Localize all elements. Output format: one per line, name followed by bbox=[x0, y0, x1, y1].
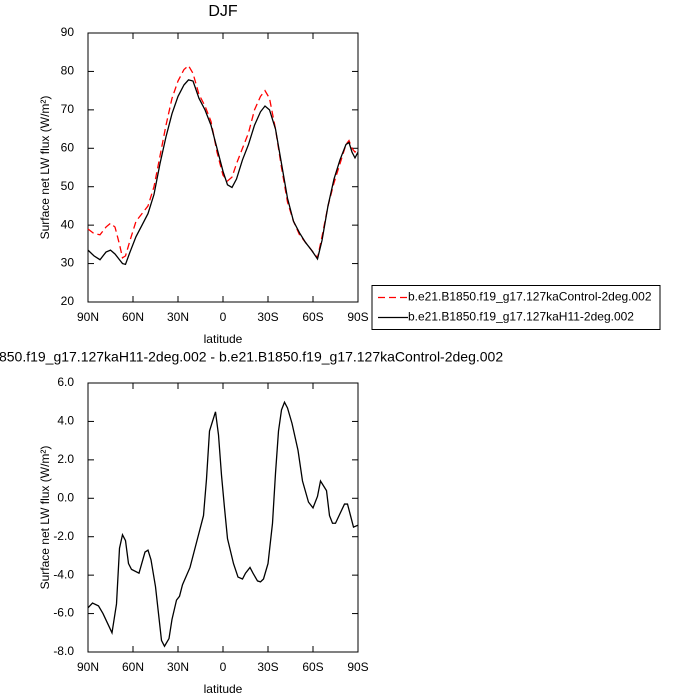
x-tick-label: 0 bbox=[220, 310, 227, 324]
x-axis-label: latitude bbox=[204, 332, 243, 346]
y-tick-label: 80 bbox=[61, 64, 75, 78]
x-tick-label: 30S bbox=[257, 310, 278, 324]
y-tick-label: 30 bbox=[61, 256, 75, 270]
y-tick-label: -2.0 bbox=[53, 529, 74, 543]
x-tick-label: 90S bbox=[347, 660, 368, 674]
x-tick-label: 60N bbox=[122, 660, 144, 674]
y-tick-label: 2.0 bbox=[57, 452, 74, 466]
y-tick-label: 6.0 bbox=[57, 375, 74, 389]
x-tick-label: 90S bbox=[347, 310, 368, 324]
y-axis-label: Surface net LW flux (W/m²) bbox=[38, 96, 52, 240]
x-tick-label: 90N bbox=[77, 310, 99, 324]
y-tick-label: -4.0 bbox=[53, 567, 74, 581]
series-line bbox=[87, 64, 359, 260]
y-tick-label: 90 bbox=[61, 25, 75, 39]
x-tick-label: 30N bbox=[167, 310, 189, 324]
x-tick-label: 60S bbox=[302, 660, 323, 674]
plot-frame bbox=[87, 382, 359, 653]
x-tick-label: 30S bbox=[257, 660, 278, 674]
x-tick-label: 60N bbox=[122, 310, 144, 324]
x-tick-label: 0 bbox=[220, 660, 227, 674]
y-tick-label: 4.0 bbox=[57, 414, 74, 428]
plot-frame bbox=[87, 32, 359, 303]
y-tick-label: -8.0 bbox=[53, 644, 74, 658]
y-tick-label: 60 bbox=[61, 140, 75, 154]
chart-title: DJF bbox=[208, 3, 238, 20]
x-tick-label: 60S bbox=[302, 310, 323, 324]
y-tick-label: 50 bbox=[61, 179, 75, 193]
series-line bbox=[87, 79, 359, 266]
y-tick-label: -6.0 bbox=[53, 606, 74, 620]
y-tick-label: 20 bbox=[61, 294, 75, 308]
y-tick-label: 40 bbox=[61, 217, 75, 231]
y-tick-label: 70 bbox=[61, 102, 75, 116]
legend-label: b.e21.B1850.f19_g17.127kaControl-2deg.00… bbox=[408, 290, 652, 304]
series-line bbox=[87, 400, 359, 648]
legend-box bbox=[371, 285, 661, 330]
y-axis-label: Surface net LW flux (W/m²) bbox=[38, 446, 52, 590]
x-tick-label: 90N bbox=[77, 660, 99, 674]
x-axis-label: latitude bbox=[204, 682, 243, 696]
x-tick-label: 30N bbox=[167, 660, 189, 674]
legend-label: b.e21.B1850.f19_g17.127kaH11-2deg.002 bbox=[408, 310, 634, 324]
y-tick-label: 0.0 bbox=[57, 490, 74, 504]
chart-title: b.e21.B1850.f19_g17.127kaH11-2deg.002 - … bbox=[0, 349, 503, 365]
